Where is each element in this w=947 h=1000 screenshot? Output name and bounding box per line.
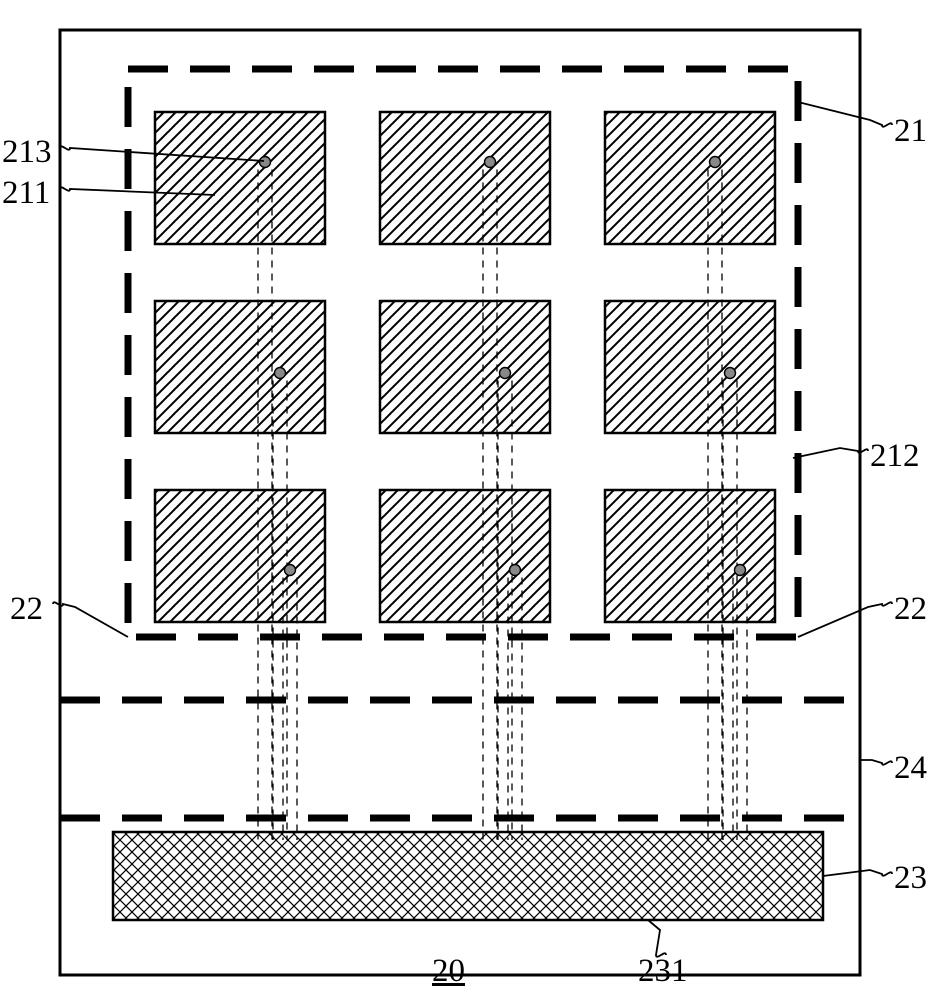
label-213: 213 [2,136,52,169]
label-211: 211 [2,177,50,210]
layer-hatched-pads [155,112,775,622]
label-21: 21 [894,115,927,148]
label-212: 212 [870,440,920,473]
label-23: 23 [894,862,927,895]
label-22-left: 22 [10,593,43,626]
diagram-stage: 213 211 21 212 22 22 24 23 231 20 [0,0,947,1000]
diagram-svg [0,0,947,1000]
label-20: 20 [432,955,465,988]
label-24: 24 [894,752,927,785]
label-22-right: 22 [894,593,927,626]
label-231: 231 [638,955,688,988]
